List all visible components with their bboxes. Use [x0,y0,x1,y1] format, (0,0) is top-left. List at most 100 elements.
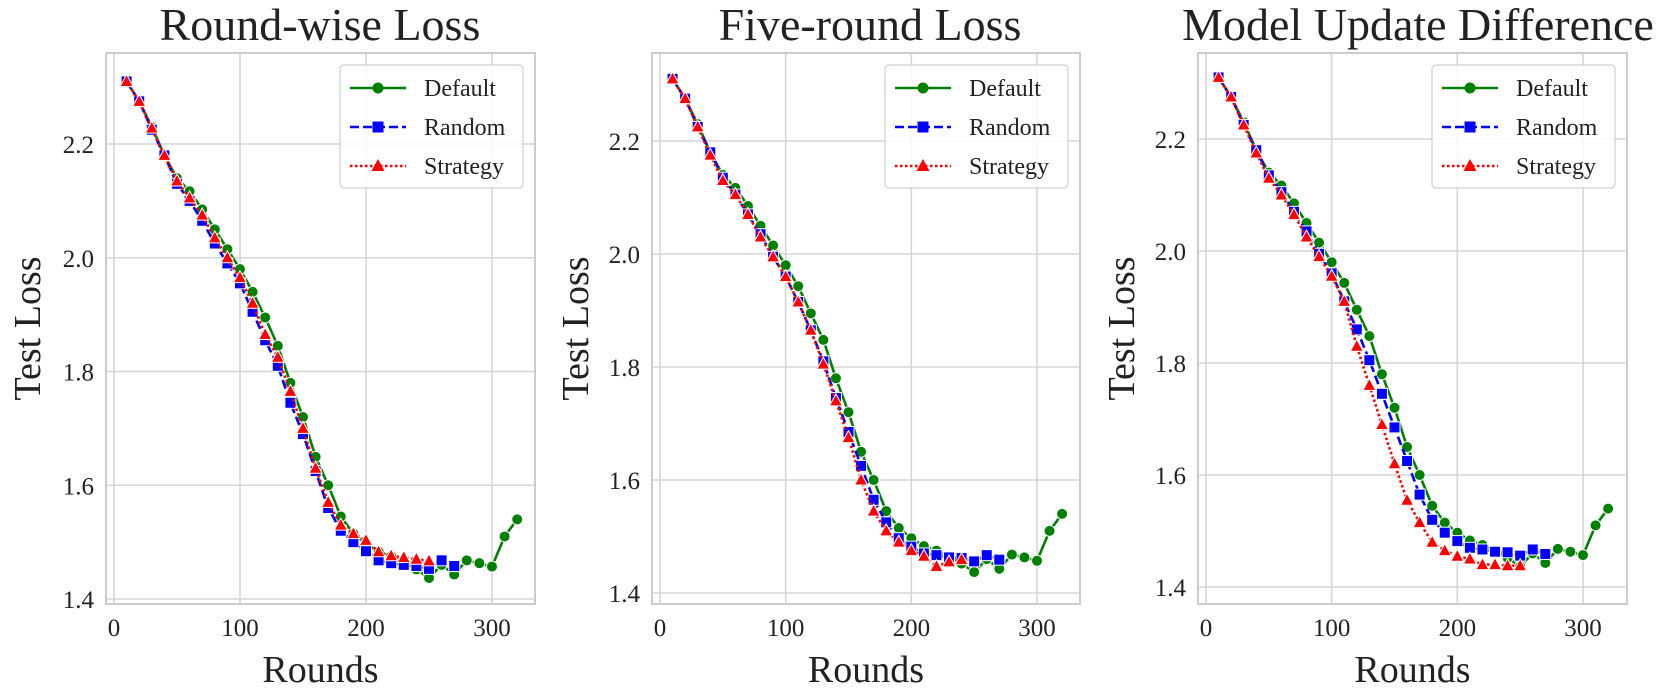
legend-label: Random [1516,115,1598,141]
data-point-strategy [232,269,248,284]
data-point-strategy [715,172,731,187]
data-point-default [792,280,805,293]
data-point-strategy [1349,338,1365,352]
legend-marker-triangle-icon [371,159,385,171]
legend-marker-circle-icon [917,82,929,94]
series-strategy [665,70,969,572]
data-point-strategy [765,248,781,263]
data-point-random [1526,543,1539,556]
chart-title: Five-round Loss [719,0,1022,50]
data-point-random [1363,354,1376,367]
data-point-strategy [371,543,386,558]
data-point-strategy [1387,455,1402,470]
data-point-strategy [1299,228,1314,243]
data-point-random [360,545,372,558]
data-point-random [1489,545,1502,558]
data-point-strategy [1236,116,1252,131]
data-point-strategy [1223,88,1239,103]
data-point-strategy [778,268,794,283]
data-point-random [1388,421,1401,434]
data-point-strategy [1475,556,1490,571]
legend-label: Strategy [424,154,504,180]
data-point-strategy [853,471,869,486]
y-tick-label: 2.2 [1155,127,1186,154]
legend-label: Random [969,115,1051,141]
data-point-random [1438,526,1451,539]
data-point-default [1056,507,1069,520]
chart-title: Round-wise Loss [160,0,481,50]
y-tick-label: 2.0 [1155,239,1186,266]
data-point-strategy [157,147,172,161]
legend-item-random: Random [350,115,506,141]
legend-label: Random [424,115,506,141]
x-axis-label: Rounds [262,649,378,691]
legend-item-default: Default [350,76,496,102]
x-tick-label: 200 [1439,615,1477,642]
data-point-random [448,560,461,573]
data-point-strategy [346,525,361,540]
data-point-default [1018,551,1031,564]
data-point-strategy [396,549,412,563]
data-point-random [1401,455,1414,467]
data-point-strategy [816,356,831,370]
data-point-strategy [891,534,907,548]
y-tick-label: 2.2 [609,129,640,156]
data-point-default [1350,303,1363,316]
data-point-default [486,560,498,573]
legend-item-strategy: Strategy [895,154,1049,180]
legend-box [884,64,1069,189]
data-point-strategy [257,326,273,341]
x-axis-label: Rounds [1354,649,1470,691]
y-axis-label: Test Loss [7,256,49,400]
y-tick-label: 1.4 [1155,575,1187,602]
data-point-strategy [131,93,147,107]
data-point-strategy [1311,248,1327,263]
data-point-default [1602,502,1615,515]
data-point-strategy [1274,186,1289,201]
data-point-strategy [295,420,311,434]
data-point-strategy [1449,548,1465,562]
data-point-strategy [828,392,844,407]
legend-label: Default [424,76,496,102]
data-point-default [1363,330,1376,343]
data-point-default [1438,516,1451,529]
plot-frame [651,52,1081,605]
data-point-strategy [1324,268,1340,282]
data-point-strategy [665,70,680,85]
legend: Default Random Strategy [339,64,524,189]
data-point-default [817,333,830,346]
data-point-random [993,553,1006,566]
y-tick-label: 1.8 [609,355,640,382]
x-tick-label: 0 [654,615,667,642]
data-point-strategy [169,172,185,187]
data-point-random [1476,543,1489,556]
series-strategy [1211,69,1528,572]
data-point-random [435,554,448,567]
data-point-strategy [1424,534,1440,548]
data-point-default [1577,549,1589,562]
data-point-strategy [903,542,919,557]
data-point-random [1413,488,1426,501]
data-point-strategy [916,548,932,562]
legend-label: Default [1516,76,1588,102]
data-point-default [1005,548,1018,561]
data-point-default [829,372,842,385]
data-point-random [980,549,993,562]
data-point-default [1031,554,1043,567]
legend-item-default: Default [1442,76,1588,102]
data-point-strategy [1211,69,1226,83]
legend-label: Strategy [1516,154,1596,180]
y-tick-label: 2.2 [63,132,94,159]
y-tick-label: 2.0 [609,242,640,269]
x-tick-label: 0 [108,615,121,642]
legend-label: Strategy [969,154,1049,180]
y-tick-label: 1.8 [63,360,94,387]
data-point-strategy [283,383,298,397]
data-point-strategy [1248,144,1264,159]
data-point-default [473,557,486,570]
data-point-strategy [320,494,336,508]
data-point-strategy [677,90,693,105]
data-point-strategy [803,322,819,336]
data-point-strategy [409,551,424,565]
data-point-strategy [182,189,197,204]
